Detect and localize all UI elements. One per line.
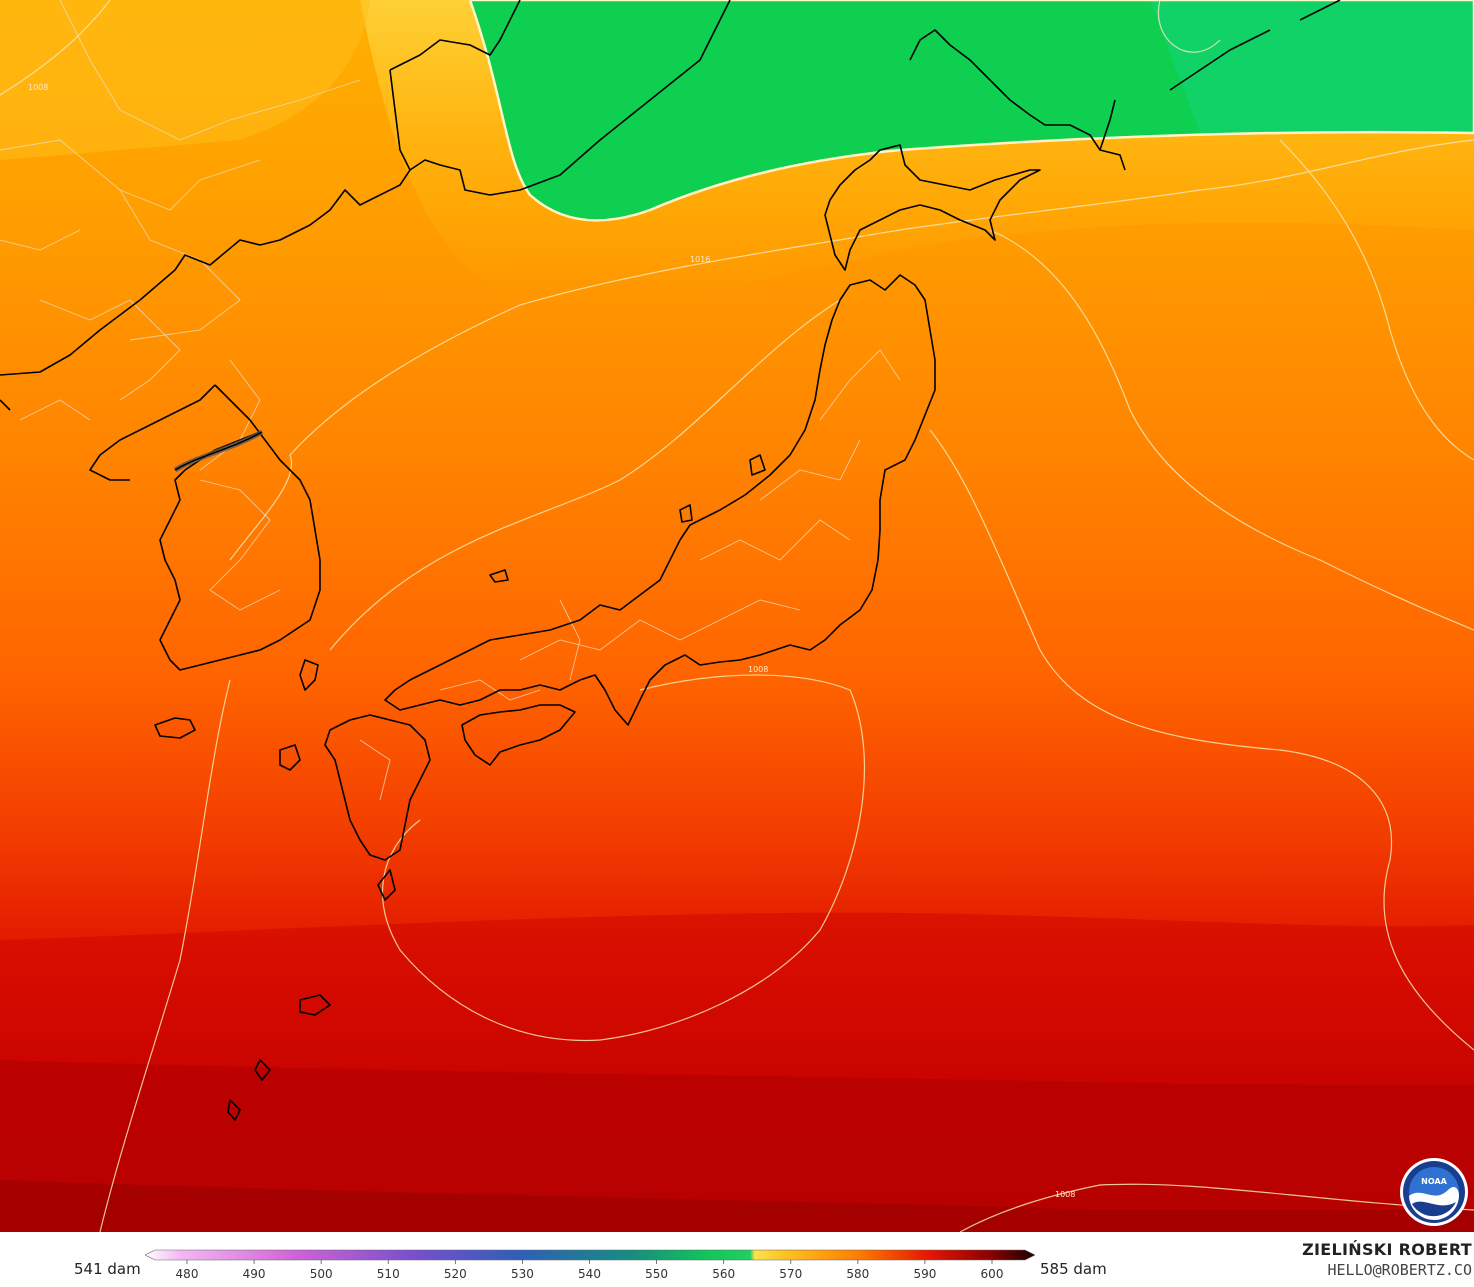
green-teal <box>1150 0 1474 133</box>
colorbar-tick-label: 520 <box>444 1267 467 1281</box>
noaa-logo-text: NOAA <box>1421 1177 1447 1186</box>
min-value-label: 541 dam <box>74 1260 141 1278</box>
colorbar-tick-label: 560 <box>712 1267 735 1281</box>
admin-borders <box>0 0 901 801</box>
colorbar-tick-label: 530 <box>511 1267 534 1281</box>
colorbar-tick-label: 570 <box>779 1267 802 1281</box>
colorbar-ticks: 480 490 500 510 520 530 540 550 560 570 580 590 600 <box>176 1260 1004 1281</box>
pressure-contours <box>0 0 1474 1232</box>
darkest-band <box>0 1180 1474 1232</box>
geopotential-map: 1016 1008 1008 1008 <box>0 0 1474 1232</box>
colorbar-tick-label: 580 <box>846 1267 869 1281</box>
credit-email: HELLO@ROBERTZ.CO <box>1327 1261 1473 1279</box>
credit-name: ZIELIŃSKI ROBERT <box>1302 1240 1472 1259</box>
max-value-label: 585 dam <box>1040 1260 1107 1278</box>
colorbar-tick-label: 550 <box>645 1267 668 1281</box>
colorbar-bar <box>145 1249 1035 1261</box>
colorbar-tick-label: 480 <box>176 1267 199 1281</box>
colorbar-tick-label: 510 <box>377 1267 400 1281</box>
green-boundary <box>468 0 1474 222</box>
yellow-nw <box>0 0 370 160</box>
colorbar-tick-label: 600 <box>981 1267 1004 1281</box>
colorbar-tick-label: 590 <box>913 1267 936 1281</box>
colorbar-tick-label: 540 <box>578 1267 601 1281</box>
colorbar: 480 490 500 510 520 530 540 550 560 570 580 590 600 <box>145 1249 1035 1281</box>
colorbar-tick-label: 490 <box>243 1267 266 1281</box>
colorbar-tick-label: 500 <box>310 1267 333 1281</box>
noaa-logo-icon: NOAA <box>1400 1158 1468 1226</box>
contour-label-1008-a: 1008 <box>748 665 768 674</box>
korea-border-inner <box>174 431 263 471</box>
contour-label-1008-c: 1008 <box>1055 1190 1075 1199</box>
contour-label-1016: 1016 <box>690 255 710 264</box>
coastlines <box>0 0 1341 1121</box>
map-panel: 1016 1008 1008 1008 <box>0 0 1474 1232</box>
darkred-band <box>0 1060 1474 1232</box>
contour-label-1008-b: 1008 <box>28 83 48 92</box>
